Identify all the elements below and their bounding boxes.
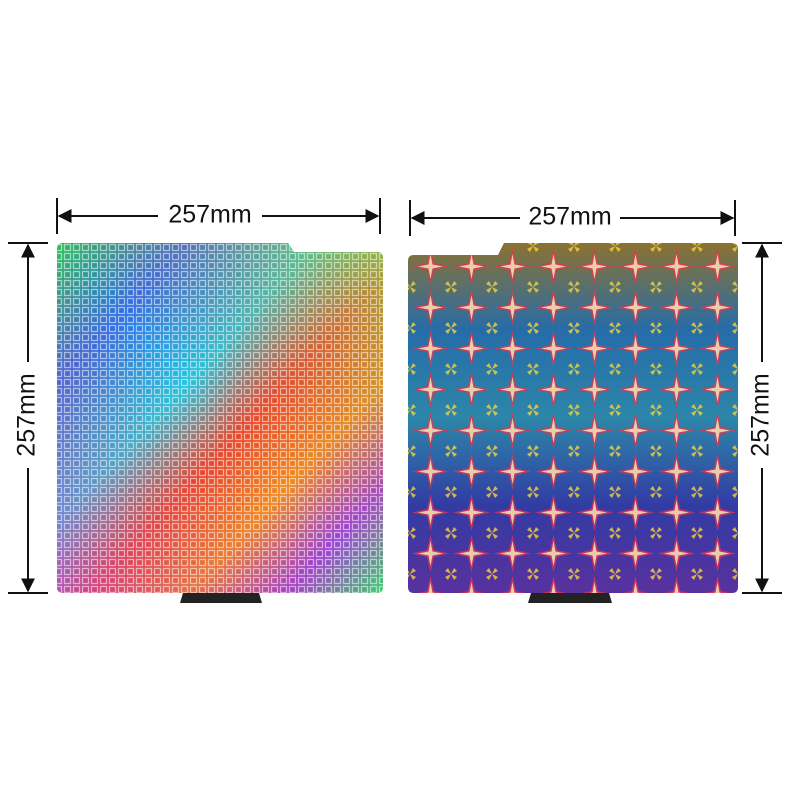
dimension-label: 257mm [528,203,611,231]
dimension-label: 257mm [13,373,41,456]
plate-left [57,243,383,603]
dimension-right-height: 257mm [742,242,782,594]
plate-pattern [408,243,738,593]
plate-pattern [57,243,383,593]
dimension-left-width: 257mm [56,198,381,234]
dimension-label: 257mm [747,373,775,456]
dimension-label: 257mm [168,201,251,229]
plate-tab [528,593,612,603]
dimension-right-width: 257mm [409,200,736,236]
dimension-left-height: 257mm [8,242,48,594]
plate-right [408,243,738,603]
plate-tab [180,593,262,603]
